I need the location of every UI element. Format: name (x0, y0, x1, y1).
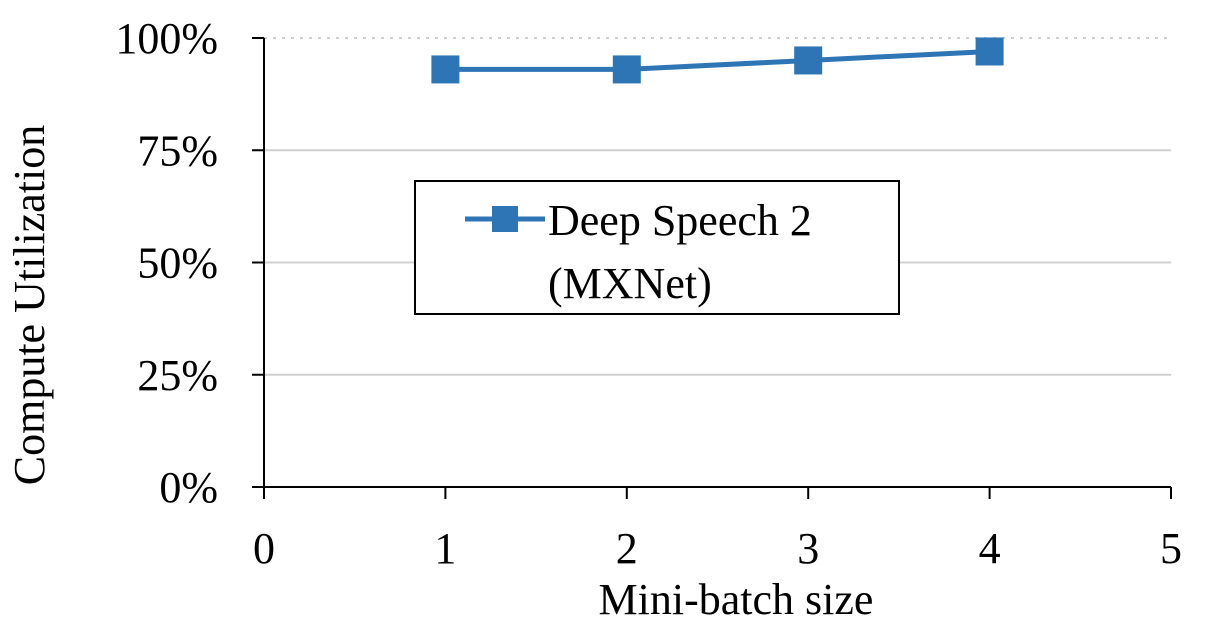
legend-label-line-2: (MXNet) (548, 259, 712, 308)
data-point-2 (612, 55, 641, 84)
series-group (431, 37, 1004, 84)
y-tick-label-100: 100% (115, 14, 218, 63)
x-tick-label-4: 4 (979, 524, 1001, 573)
x-axis-title: Mini-batch size (599, 575, 874, 621)
series-line (445, 48, 990, 72)
y-axis-title: Compute Utilization (5, 125, 54, 486)
x-tick-label-5: 5 (1160, 524, 1182, 573)
y-tick-label-25: 25% (137, 351, 218, 400)
y-tick-labels: 0% 25% 50% 75% 100% (115, 14, 218, 512)
x-tick-label-2: 2 (616, 524, 638, 573)
x-tick-label-3: 3 (797, 524, 819, 573)
y-tick-label-0: 0% (159, 463, 218, 512)
data-point-1 (431, 55, 460, 84)
x-tick-label-0: 0 (253, 524, 275, 573)
legend-marker-swatch (492, 206, 518, 232)
y-tick-label-50: 50% (137, 239, 218, 288)
x-tick-label-1: 1 (434, 524, 456, 573)
y-tick-label-75: 75% (137, 126, 218, 175)
axes (252, 37, 1172, 499)
legend-label-line-1: Deep Speech 2 (548, 196, 812, 245)
x-tick-labels: 0 1 2 3 4 5 (253, 524, 1182, 573)
data-point-3 (794, 46, 823, 75)
data-point-4 (975, 37, 1004, 66)
legend: Deep Speech 2 (MXNet) (414, 180, 900, 315)
legend-box (414, 180, 900, 315)
